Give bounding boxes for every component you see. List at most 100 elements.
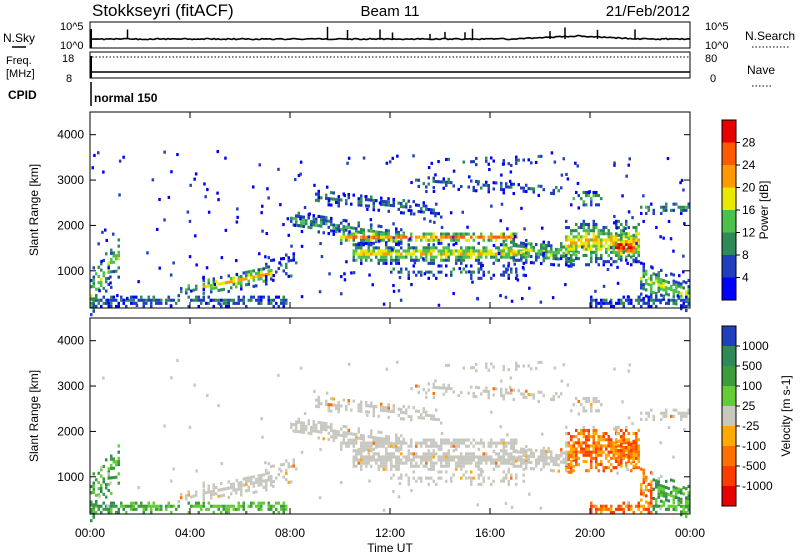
velocity-cell bbox=[607, 507, 610, 511]
velocity-cell bbox=[557, 469, 560, 473]
power-cell bbox=[630, 263, 633, 267]
power-cell bbox=[432, 246, 435, 250]
power-cell bbox=[235, 282, 238, 286]
velocity-cell bbox=[160, 507, 163, 511]
power-cell bbox=[372, 198, 375, 202]
velocity-cell bbox=[262, 485, 265, 489]
power-cell bbox=[560, 173, 564, 177]
power-cell bbox=[462, 252, 465, 256]
power-cell bbox=[327, 219, 330, 223]
power-cell bbox=[672, 298, 675, 302]
velocity-cell bbox=[117, 481, 120, 485]
power-cell bbox=[502, 252, 505, 256]
power-cell bbox=[302, 215, 305, 219]
velocity-cell bbox=[390, 476, 393, 480]
velocity-cell bbox=[365, 458, 368, 462]
power-cell bbox=[620, 222, 623, 226]
power-cell bbox=[227, 298, 230, 302]
power-cell bbox=[225, 298, 228, 302]
power-cell bbox=[512, 232, 515, 236]
velocity-cell bbox=[505, 476, 508, 480]
velocity-cell bbox=[430, 467, 433, 471]
velocity-cell bbox=[512, 398, 515, 402]
velocity-cell bbox=[659, 441, 662, 445]
velocity-cell bbox=[265, 481, 268, 485]
power-cell bbox=[490, 276, 493, 280]
power-cell bbox=[350, 226, 353, 230]
power-cell bbox=[267, 295, 270, 299]
velocity-cell bbox=[440, 461, 443, 465]
power-cell bbox=[115, 304, 118, 308]
velocity-cell bbox=[565, 441, 568, 445]
power-cell bbox=[572, 235, 575, 239]
velocity-cell bbox=[595, 510, 598, 514]
power-cell bbox=[435, 246, 438, 250]
power-cell bbox=[585, 247, 588, 251]
power-cell bbox=[537, 184, 540, 188]
power-cell bbox=[592, 190, 595, 194]
velocity-cell bbox=[337, 410, 340, 414]
power-cell bbox=[112, 251, 115, 255]
power-cell bbox=[465, 238, 468, 242]
velocity-cell bbox=[380, 461, 383, 465]
power-cell bbox=[410, 235, 413, 239]
power-cell bbox=[352, 271, 356, 275]
power-cell bbox=[615, 222, 618, 226]
velocity-cell bbox=[455, 461, 458, 465]
power-cell bbox=[677, 205, 680, 209]
velocity-cell bbox=[95, 504, 98, 508]
velocity-cell bbox=[430, 455, 433, 459]
power-cell bbox=[391, 248, 394, 252]
power-cell bbox=[370, 223, 373, 227]
velocity-cell bbox=[677, 496, 680, 500]
velocity-cell bbox=[590, 510, 593, 514]
velocity-cell bbox=[387, 444, 390, 448]
power-cell bbox=[595, 222, 598, 226]
power-cell bbox=[580, 238, 583, 242]
colorbar-tick: 500 bbox=[742, 359, 762, 373]
power-cell bbox=[345, 225, 348, 229]
velocity-cell bbox=[637, 438, 640, 442]
velocity-cell bbox=[257, 501, 260, 505]
velocity-cell bbox=[672, 501, 675, 505]
power-cell bbox=[279, 203, 282, 207]
velocity-cell bbox=[600, 403, 603, 407]
power-cell bbox=[255, 271, 258, 275]
velocity-cell bbox=[630, 461, 633, 465]
power-cell bbox=[565, 250, 568, 254]
velocity-cell bbox=[582, 406, 585, 410]
velocity-cell bbox=[650, 499, 653, 503]
velocity-cell bbox=[407, 482, 410, 486]
velocity-cell bbox=[505, 388, 508, 392]
velocity-cell bbox=[398, 482, 402, 486]
velocity-cell bbox=[427, 388, 430, 392]
velocity-cell bbox=[530, 393, 533, 397]
power-cell bbox=[613, 221, 616, 225]
velocity-cell bbox=[527, 448, 530, 452]
velocity-cell bbox=[375, 438, 378, 442]
velocity-cell bbox=[640, 498, 643, 502]
power-cell bbox=[590, 197, 593, 201]
power-cell bbox=[109, 281, 112, 285]
power-cell bbox=[542, 249, 545, 253]
colorbar-swatch bbox=[722, 446, 736, 466]
velocity-cell bbox=[600, 447, 603, 451]
power-cell bbox=[302, 221, 305, 225]
velocity-cell bbox=[605, 466, 608, 470]
power-cell bbox=[510, 246, 513, 250]
velocity-cell bbox=[397, 446, 400, 450]
power-cell bbox=[582, 253, 585, 257]
station-title: Stokkseyri (fitACF) bbox=[92, 1, 234, 20]
velocity-cell bbox=[607, 435, 610, 439]
power-cell bbox=[683, 222, 686, 226]
velocity-cell bbox=[377, 458, 380, 462]
power-cell bbox=[600, 304, 603, 308]
power-cell bbox=[220, 282, 223, 286]
power-cell bbox=[650, 280, 653, 284]
power-cell bbox=[615, 236, 618, 240]
velocity-cell bbox=[492, 365, 495, 369]
power-cell bbox=[412, 249, 415, 253]
velocity-cell bbox=[467, 458, 470, 462]
power-cell bbox=[235, 220, 239, 224]
velocity-cell bbox=[422, 416, 425, 420]
